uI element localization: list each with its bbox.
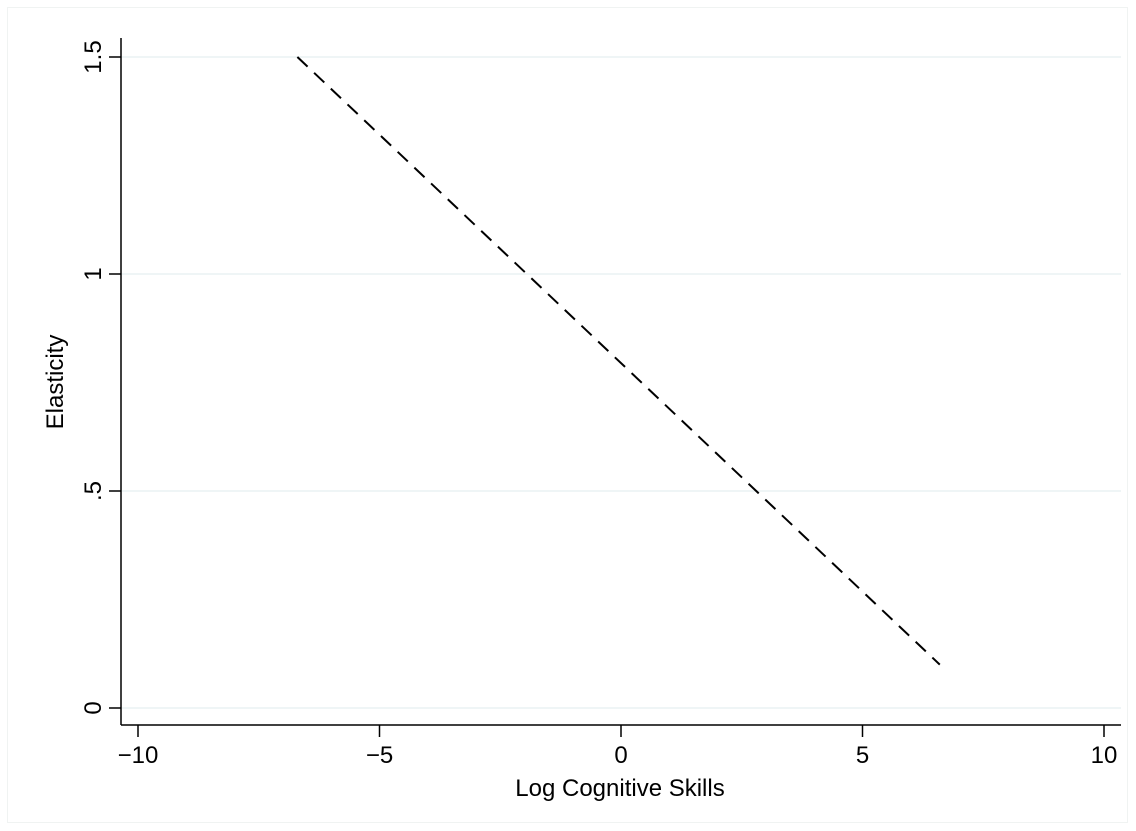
gridlines <box>121 56 1121 709</box>
y-tick-label: 1 <box>80 267 107 280</box>
x-axis-title: Log Cognitive Skills <box>515 775 724 802</box>
series-line <box>296 56 941 666</box>
y-tick-label: .5 <box>80 481 107 501</box>
x-tick-label: 10 <box>1091 742 1118 769</box>
y-axis-title: Elasticity <box>42 335 69 430</box>
y-tick-label: 0 <box>80 701 107 714</box>
series-group <box>296 56 941 666</box>
chart-frame <box>7 7 1128 823</box>
x-tick-label: −10 <box>118 742 159 769</box>
y-tick-label: 1.5 <box>80 40 107 73</box>
axes <box>120 38 1121 726</box>
x-tick-label: −5 <box>366 742 393 769</box>
x-tick-label: 5 <box>856 742 869 769</box>
ticks: 0 .5 1 1.5 −10 −5 0 5 10 <box>80 40 1117 769</box>
x-tick-label: 0 <box>614 742 627 769</box>
